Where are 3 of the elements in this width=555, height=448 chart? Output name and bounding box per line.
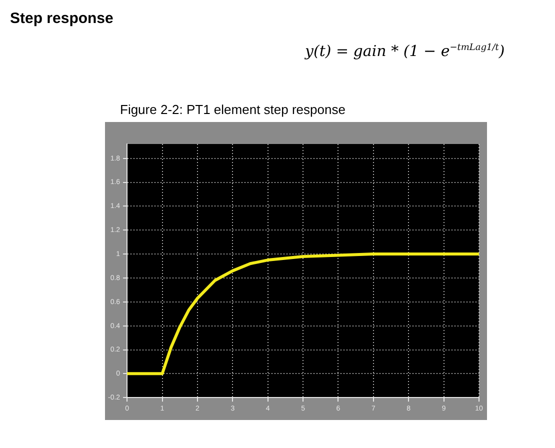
caption: Figure 2-2: PT1 element step response — [120, 102, 346, 117]
chart-title: Step response — [10, 10, 114, 27]
chart-subtitle: y(t) = gain * (1 − e$^{−tmLag1/t}$) — [305, 42, 505, 60]
